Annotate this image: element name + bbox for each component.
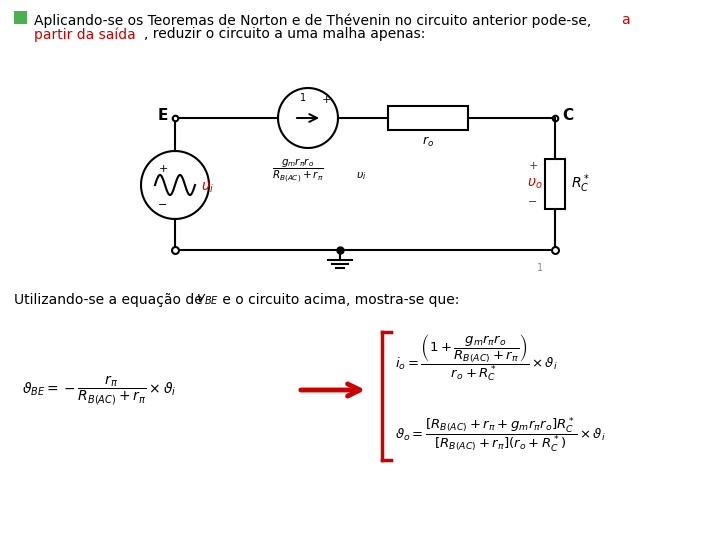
Text: $i_o = \dfrac{\left(1 + \dfrac{g_m r_\pi r_o}{R_{B(AC)} + r_\pi}\right)}{r_o + R: $i_o = \dfrac{\left(1 + \dfrac{g_m r_\pi…: [395, 333, 558, 383]
Text: partir da saída: partir da saída: [34, 27, 136, 42]
Text: $\upsilon_o$: $\upsilon_o$: [528, 177, 543, 191]
Text: $\upsilon_i$: $\upsilon_i$: [356, 170, 366, 182]
Text: $r_o$: $r_o$: [422, 135, 434, 149]
Text: 1: 1: [537, 263, 543, 273]
Text: C: C: [562, 109, 573, 124]
Text: $\vartheta_{BE} = -\dfrac{r_\pi}{R_{B(AC)} + r_\pi} \times \vartheta_i$: $\vartheta_{BE} = -\dfrac{r_\pi}{R_{B(AC…: [22, 373, 176, 407]
Text: E: E: [158, 109, 168, 124]
Text: +: +: [528, 161, 538, 171]
Text: −: −: [158, 200, 168, 210]
Text: , reduzir o circuito a uma malha apenas:: , reduzir o circuito a uma malha apenas:: [144, 27, 426, 41]
Bar: [388, 106, 468, 130]
Text: 1: 1: [300, 93, 306, 103]
Text: $\dfrac{g_m r_\pi r_o}{R_{B(AC)}+r_\pi}$: $\dfrac{g_m r_\pi r_o}{R_{B(AC)}+r_\pi}$: [272, 156, 324, 184]
Text: $\vartheta_o = \dfrac{[R_{B(AC)}+r_\pi+g_m r_\pi r_o]R_C^*}{[R_{B(AC)}+r_\pi](r_: $\vartheta_o = \dfrac{[R_{B(AC)}+r_\pi+g…: [395, 416, 606, 455]
Text: $\upsilon_i$: $\upsilon_i$: [201, 181, 214, 195]
Text: $v_{BE}$: $v_{BE}$: [196, 293, 219, 307]
Text: −: −: [528, 197, 538, 207]
Text: +: +: [321, 95, 330, 105]
Text: e o circuito acima, mostra-se que:: e o circuito acima, mostra-se que:: [218, 293, 459, 307]
Text: $R_C^*$: $R_C^*$: [571, 173, 590, 195]
Text: +: +: [158, 164, 168, 174]
Bar: [14, 11, 27, 24]
Text: a: a: [621, 13, 629, 27]
Text: Utilizando-se a equação de: Utilizando-se a equação de: [14, 293, 207, 307]
Bar: [545, 159, 565, 209]
Text: Aplicando-se os Teoremas de Norton e de Thévenin no circuito anterior pode-se,: Aplicando-se os Teoremas de Norton e de …: [34, 13, 595, 28]
